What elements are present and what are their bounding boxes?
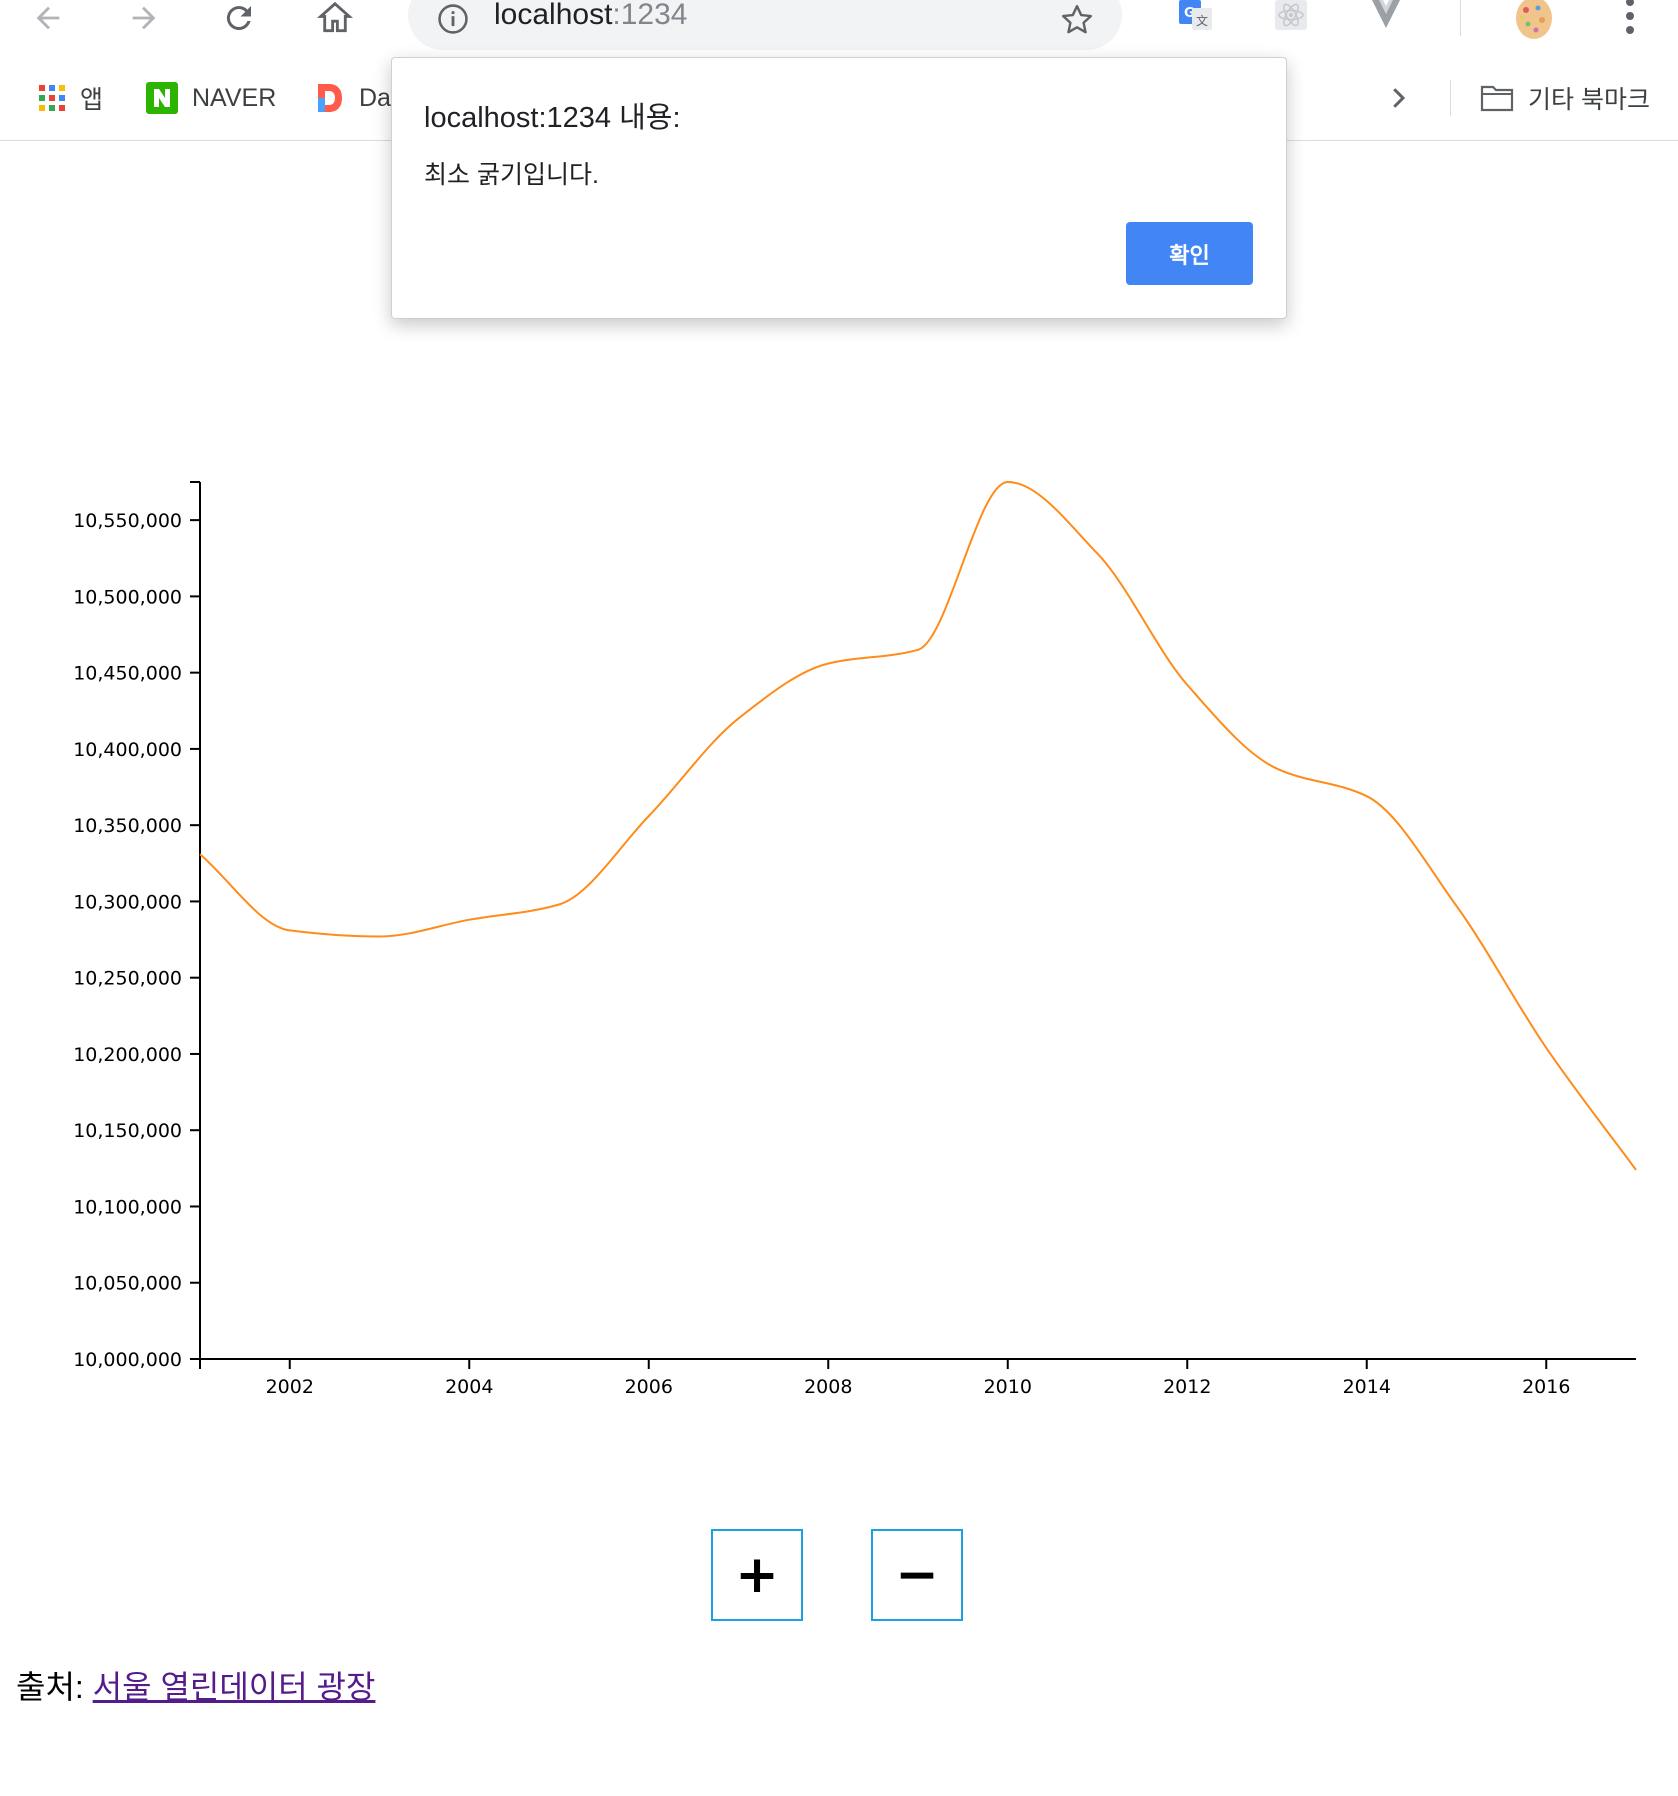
y-tick-label: 10,200,000 bbox=[73, 1044, 182, 1066]
x-tick-label: 2014 bbox=[1343, 1376, 1391, 1398]
bookmark-divider bbox=[1450, 80, 1451, 116]
y-tick-label: 10,050,000 bbox=[73, 1273, 182, 1295]
bookmark-apps[interactable]: 앱 bbox=[38, 78, 103, 118]
y-tick-label: 10,300,000 bbox=[73, 891, 182, 913]
x-axis: 2002 2004 2006 2008 2010 2012 2014 2016 bbox=[199, 1358, 1636, 1398]
x-tick-label: 2002 bbox=[266, 1376, 314, 1398]
reload-button[interactable] bbox=[211, 0, 267, 36]
y-tick-label: 10,450,000 bbox=[73, 663, 182, 685]
svg-text:G: G bbox=[1184, 6, 1195, 21]
toolbar-divider bbox=[1460, 0, 1461, 36]
url-host: localhost bbox=[494, 0, 613, 31]
address-bar[interactable]: localhost:1234 bbox=[408, 0, 1122, 50]
source-link[interactable]: 서울 열린데이터 광장 bbox=[92, 1669, 376, 1705]
folder-icon bbox=[1480, 85, 1514, 112]
series-line bbox=[199, 480, 1637, 1171]
other-bookmarks-label: 기타 북마크 bbox=[1528, 86, 1650, 114]
home-button[interactable] bbox=[307, 0, 363, 36]
bookmark-star-icon[interactable] bbox=[1059, 2, 1095, 38]
forward-button[interactable] bbox=[116, 0, 172, 36]
url-text: localhost:1234 bbox=[494, 0, 687, 32]
y-tick-label: 10,350,000 bbox=[73, 815, 182, 837]
ok-button[interactable]: 확인 bbox=[1126, 222, 1253, 285]
other-bookmarks-folder[interactable]: 기타 북마크 bbox=[1480, 78, 1650, 118]
site-info-icon bbox=[438, 4, 468, 34]
y-tick-label: 10,150,000 bbox=[73, 1120, 182, 1142]
y-tick-label: 10,500,000 bbox=[73, 586, 182, 608]
x-tick-label: 2006 bbox=[625, 1376, 673, 1398]
bookmark-label: NAVER bbox=[192, 83, 277, 112]
x-tick-label: 2012 bbox=[1163, 1376, 1211, 1398]
bookmark-naver[interactable]: NAVER bbox=[146, 78, 276, 118]
alert-dialog: localhost:1234 내용: 최소 굵기입니다. 확인 bbox=[391, 57, 1287, 319]
dialog-message: 최소 굵기입니다. bbox=[424, 161, 599, 189]
vue-devtools-icon[interactable] bbox=[1366, 0, 1410, 36]
bookmarks-overflow-chevron[interactable] bbox=[1383, 78, 1413, 118]
back-button[interactable] bbox=[20, 0, 76, 36]
bookmark-daum[interactable]: Da bbox=[315, 78, 391, 118]
forward-arrow-icon bbox=[132, 6, 156, 30]
dialog-title: localhost:1234 내용: bbox=[424, 102, 681, 134]
population-line-chart: 10,000,000 10,050,000 10,100,000 10,150,000… bbox=[73, 480, 1637, 1398]
chevron-right-icon bbox=[1393, 88, 1406, 108]
y-tick-label: 10,250,000 bbox=[73, 968, 182, 990]
increase-thickness-button[interactable]: + bbox=[711, 1529, 803, 1621]
svg-text:文: 文 bbox=[1196, 13, 1208, 28]
browser-menu-button[interactable] bbox=[1608, 0, 1652, 36]
naver-icon bbox=[146, 82, 178, 114]
y-axis: 10,000,000 10,050,000 10,100,000 10,150,000… bbox=[73, 481, 201, 1371]
back-arrow-icon bbox=[36, 6, 60, 30]
daum-icon bbox=[318, 84, 342, 112]
profile-avatar[interactable] bbox=[1512, 0, 1556, 39]
url-port: :1234 bbox=[612, 0, 688, 31]
x-tick-label: 2010 bbox=[984, 1376, 1032, 1398]
decrease-thickness-button[interactable]: − bbox=[871, 1529, 963, 1621]
home-icon bbox=[317, 1, 353, 33]
y-tick-label: 10,000,000 bbox=[73, 1349, 182, 1371]
react-devtools-icon[interactable] bbox=[1271, 0, 1315, 36]
y-tick-label: 10,400,000 bbox=[73, 739, 182, 761]
x-tick-label: 2008 bbox=[804, 1376, 852, 1398]
x-tick-label: 2004 bbox=[445, 1376, 493, 1398]
apps-grid-icon bbox=[39, 85, 65, 111]
source-credit: 출처: 서울 열린데이터 광장 bbox=[16, 1662, 375, 1708]
bookmark-label: 앱 bbox=[80, 86, 104, 114]
reload-icon bbox=[226, 6, 251, 31]
source-prefix: 출처: bbox=[16, 1669, 93, 1705]
y-tick-label: 10,100,000 bbox=[73, 1196, 182, 1218]
y-tick-label: 10,550,000 bbox=[73, 510, 182, 532]
more-vert-icon bbox=[1626, 0, 1634, 34]
bookmark-label: Da bbox=[359, 83, 391, 112]
x-tick-label: 2016 bbox=[1522, 1376, 1570, 1398]
